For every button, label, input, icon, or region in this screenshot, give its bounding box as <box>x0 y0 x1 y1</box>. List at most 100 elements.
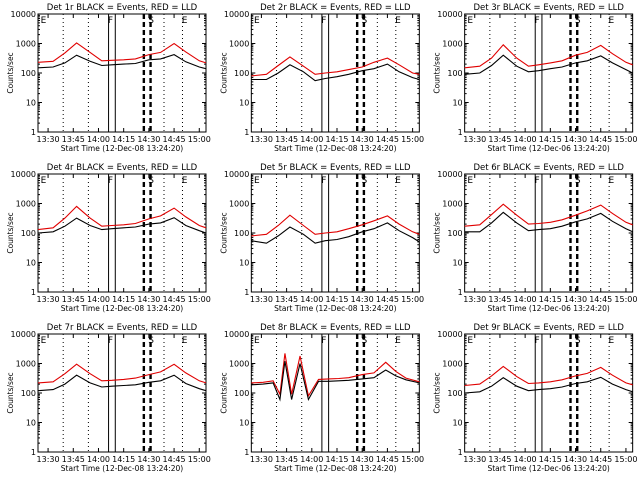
x-tick-label: 13:30 <box>250 135 273 144</box>
events-series-line <box>37 53 207 70</box>
x-tick-label: 14:45 <box>163 455 186 464</box>
y-tick-label: 1000 <box>442 360 462 369</box>
y-tick-label: 1 <box>458 288 463 297</box>
annotation-letter: S <box>362 176 368 186</box>
x-axis-label: Start Time (12-Dec-08 13:24:20) <box>61 304 183 313</box>
y-tick-label: 10 <box>26 99 36 108</box>
chart-title: Det 9r BLACK = Events, RED = LLD <box>473 323 624 333</box>
x-tick-label: 13:30 <box>37 295 60 304</box>
x-tick-label: 14:30 <box>351 135 374 144</box>
y-tick-label: 10 <box>452 99 462 108</box>
y-tick-label: 10000 <box>224 330 249 339</box>
annotation-letter: E <box>395 176 401 186</box>
y-tick-label: 10000 <box>11 170 36 179</box>
x-axis-label: Start Time (12-Dec-08 13:24:20) <box>274 144 396 153</box>
chart-title: Det 8r BLACK = Events, RED = LLD <box>260 323 411 333</box>
x-axis-label: Start Time (12-Dec-08 13:24:20) <box>274 464 396 473</box>
x-tick-label: 15:00 <box>188 455 211 464</box>
x-tick-label: 14:15 <box>112 135 135 144</box>
lld-series-line <box>37 363 207 384</box>
y-tick-label: 10 <box>239 99 249 108</box>
y-tick-label: 1000 <box>16 40 36 49</box>
x-axis-label: Start Time (12-Dec-06 13:24:20) <box>487 464 609 473</box>
x-tick-label: 15:00 <box>401 135 424 144</box>
annotation-letter: E <box>467 16 473 26</box>
y-tick-label: 1000 <box>16 360 36 369</box>
x-tick-label: 14:45 <box>589 135 612 144</box>
annotation-letter: E <box>182 176 188 186</box>
lld-series-line <box>251 353 420 398</box>
x-axis-label: Start Time (12-Dec-08 13:24:20) <box>274 304 396 313</box>
annotation-letter: E <box>182 16 188 26</box>
y-tick-label: 10 <box>239 259 249 268</box>
annotation-letter: S <box>148 16 154 26</box>
chart-panel-6: Det 6r BLACK = Events, RED = LLD 1 10 100 10… <box>433 163 638 313</box>
y-tick-label: 100 <box>234 389 249 398</box>
y-tick-label: 1000 <box>442 40 462 49</box>
y-axis-label: Counts/sec <box>433 52 442 93</box>
y-tick-label: 100 <box>234 229 249 238</box>
x-tick-label: 14:30 <box>351 455 374 464</box>
annotation-letter: S <box>575 16 581 26</box>
y-tick-label: 1 <box>458 448 463 457</box>
y-tick-label: 1000 <box>229 40 249 49</box>
x-tick-label: 13:30 <box>463 135 486 144</box>
y-tick-label: 100 <box>234 69 249 78</box>
x-axis-label: Start Time (12-Dec-06 13:24:20) <box>487 144 609 153</box>
events-series-line <box>464 211 633 233</box>
y-axis-label: Counts/sec <box>6 212 15 253</box>
x-tick-label: 14:45 <box>376 135 399 144</box>
y-tick-label: 10000 <box>437 10 462 19</box>
chart-panel-2: Det 2r BLACK = Events, RED = LLD 1 10 100 10… <box>219 3 424 153</box>
x-tick-label: 14:00 <box>87 455 110 464</box>
x-tick-label: 14:00 <box>514 295 537 304</box>
y-axis-label: Counts/sec <box>219 212 228 253</box>
y-tick-label: 1 <box>244 128 249 137</box>
y-tick-label: 10000 <box>11 330 36 339</box>
x-tick-label: 13:45 <box>488 295 511 304</box>
annotation-letter: E <box>608 16 614 26</box>
chart-title: Det 7r BLACK = Events, RED = LLD <box>47 323 198 333</box>
y-tick-label: 100 <box>447 229 462 238</box>
x-tick-label: 13:45 <box>62 135 85 144</box>
y-axis-label: Counts/sec <box>433 372 442 413</box>
annotation-letter: F <box>321 16 326 26</box>
x-axis-label: Start Time (12-Dec-08 13:24:20) <box>61 144 183 153</box>
x-tick-label: 14:30 <box>351 295 374 304</box>
y-tick-label: 10000 <box>11 10 36 19</box>
x-tick-label: 14:15 <box>539 135 562 144</box>
lld-series-line <box>464 203 633 227</box>
x-tick-label: 14:15 <box>325 135 348 144</box>
y-tick-label: 10000 <box>437 330 462 339</box>
y-tick-label: 10000 <box>224 170 249 179</box>
chart-title: Det 2r BLACK = Events, RED = LLD <box>260 3 411 13</box>
annotation-letter: F <box>535 176 540 186</box>
x-axis-label: Start Time (12-Dec-06 13:24:20) <box>487 304 609 313</box>
x-tick-label: 13:30 <box>463 295 486 304</box>
lld-series-line <box>464 365 633 387</box>
x-tick-label: 14:00 <box>514 135 537 144</box>
y-axis-label: Counts/sec <box>433 212 442 253</box>
x-tick-label: 14:45 <box>163 135 186 144</box>
annotation-letter: F <box>108 336 113 346</box>
x-tick-label: 15:00 <box>188 295 211 304</box>
annotation-letter: F <box>321 336 326 346</box>
y-axis-label: Counts/sec <box>6 52 15 93</box>
x-tick-label: 15:00 <box>614 455 637 464</box>
y-tick-label: 1 <box>31 288 36 297</box>
annotation-letter: E <box>254 336 260 346</box>
annotation-letter: E <box>608 176 614 186</box>
annotation-letter: E <box>395 16 401 26</box>
annotation-letter: F <box>535 16 540 26</box>
annotation-letter: E <box>182 336 188 346</box>
annotation-letter: E <box>41 16 47 26</box>
x-tick-label: 13:45 <box>488 135 511 144</box>
y-axis-label: Counts/sec <box>6 372 15 413</box>
x-tick-label: 14:30 <box>564 135 587 144</box>
x-tick-label: 14:00 <box>514 455 537 464</box>
chart-title: Det 6r BLACK = Events, RED = LLD <box>473 163 624 173</box>
y-tick-label: 10 <box>26 259 36 268</box>
annotation-letter: S <box>362 16 368 26</box>
x-tick-label: 14:15 <box>112 455 135 464</box>
